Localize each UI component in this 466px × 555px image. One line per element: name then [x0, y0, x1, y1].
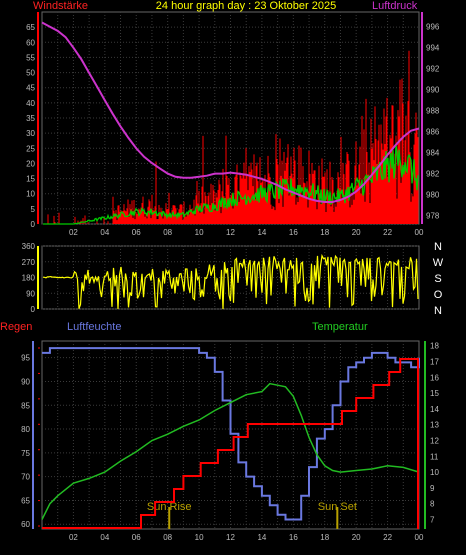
y-right-tick-label: 12 [430, 437, 439, 446]
rain-label: Regen [0, 321, 32, 333]
x-tick-label: 18 [320, 228, 329, 237]
compass-label: N [434, 241, 442, 253]
humidity-label: Luftfeuchte [67, 321, 121, 333]
x-tick-label: 00 [415, 533, 424, 542]
x-tick-label: 04 [100, 533, 109, 542]
y-right-tick-label: 978 [426, 212, 440, 221]
y-left-tick-label: 10 [26, 190, 35, 199]
y-right-tick-label: 17 [430, 358, 439, 367]
wind-average-line [43, 144, 419, 225]
x-tick-label: 16 [289, 533, 298, 542]
x-tick-label: 02 [69, 228, 78, 237]
wind-label: Windstärke [33, 0, 88, 12]
wind-pressure-panel: 02 04 06 08 10 12 14 16 18 20 22 000510152025303540… [26, 11, 440, 237]
y-left-tick-label: 85 [21, 401, 30, 410]
y-right-tick-label: 10 [430, 468, 439, 477]
direction-line [42, 253, 419, 310]
y-left-tick-label: 35 [26, 114, 35, 123]
temperature-line [41, 382, 420, 520]
x-tick-label: 04 [100, 228, 109, 237]
compass-label: S [434, 273, 441, 285]
y-right-tick-label: 16 [430, 373, 439, 382]
x-tick-label: 06 [132, 228, 141, 237]
y-left-tick-label: 50 [26, 69, 35, 78]
y-right-tick-label: 990 [426, 86, 440, 95]
compass-label: N [434, 305, 442, 317]
sun-marker-label: Sun Set [318, 501, 357, 513]
x-tick-label: 12 [226, 533, 235, 542]
y-right-tick-label: 18 [430, 342, 439, 351]
y-right-tick-label: 11 [430, 452, 439, 461]
x-tick-label: 20 [352, 533, 361, 542]
y-left-tick-label: 95 [21, 354, 30, 363]
y-right-tick-label: 982 [426, 170, 440, 179]
x-tick-label: 08 [163, 228, 172, 237]
chart-title: 24 hour graph day : 23 Oktober 2025 [156, 0, 336, 12]
y-left-tick-label: 60 [21, 520, 30, 529]
x-tick-label: 02 [69, 533, 78, 542]
y-left-tick-label: 30 [26, 129, 35, 138]
y-left-tick-label: 65 [26, 23, 35, 32]
compass-label: W [433, 257, 444, 269]
y-left-tick-label: 55 [26, 53, 35, 62]
x-tick-label: 00 [415, 228, 424, 237]
y-right-tick-label: 996 [426, 23, 440, 32]
rain-line [42, 358, 419, 529]
x-tick-label: 08 [163, 533, 172, 542]
x-tick-label: 20 [352, 228, 361, 237]
y-tick-label: 90 [26, 289, 35, 298]
y-tick-label: 180 [22, 274, 36, 283]
y-right-tick-label: 13 [430, 421, 439, 430]
y-left-tick-label: 5 [31, 205, 36, 214]
y-tick-label: 360 [22, 242, 36, 251]
y-right-tick-label: 14 [430, 405, 439, 414]
y-left-tick-label: 20 [26, 159, 35, 168]
sun-marker-label: Sun Rise [147, 501, 192, 513]
x-tick-label: 22 [383, 533, 392, 542]
y-right-tick-label: 986 [426, 128, 440, 137]
y-left-tick-label: 45 [26, 84, 35, 93]
x-tick-label: 12 [226, 228, 235, 237]
pressure-line [41, 21, 420, 203]
y-left-tick-label: 70 [21, 473, 30, 482]
y-right-tick-label: 992 [426, 65, 440, 74]
x-tick-label: 18 [320, 533, 329, 542]
x-tick-label: 14 [257, 228, 266, 237]
y-left-tick-label: 75 [21, 449, 30, 458]
y-left-tick-label: 80 [21, 425, 30, 434]
y-right-tick-label: 7 [430, 516, 435, 525]
compass-label: O [434, 289, 443, 301]
y-left-tick-label: 15 [26, 175, 35, 184]
temperature-label: Temperatur [312, 321, 368, 333]
humidity-line [42, 347, 420, 521]
x-tick-label: 22 [383, 228, 392, 237]
y-right-tick-label: 15 [430, 389, 439, 398]
y-right-tick-label: 980 [426, 191, 440, 200]
y-left-tick-label: 90 [21, 377, 30, 386]
y-left-tick-label: 60 [26, 38, 35, 47]
y-left-tick-label: 0 [31, 220, 36, 229]
y-tick-label: 0 [31, 305, 36, 314]
pressure-label: Luftdruck [372, 0, 418, 12]
y-right-tick-label: 8 [430, 500, 435, 509]
y-right-tick-label: 988 [426, 107, 440, 116]
x-tick-label: 06 [132, 533, 141, 542]
y-right-tick-label: 9 [430, 484, 435, 493]
y-left-tick-label: 65 [21, 496, 30, 505]
y-tick-label: 270 [22, 258, 36, 267]
rain-humidity-temp-panel: 02 04 06 08 10 12 14 16 18 20 22 00 60 65 70 75 80 85 90 95… [21, 340, 439, 542]
x-tick-label: 10 [195, 228, 204, 237]
y-left-tick-label: 40 [26, 99, 35, 108]
x-tick-label: 16 [289, 228, 298, 237]
y-left-tick-label: 25 [26, 144, 35, 153]
x-tick-label: 10 [195, 533, 204, 542]
x-tick-label: 14 [257, 533, 266, 542]
y-right-tick-label: 984 [426, 149, 440, 158]
y-right-tick-label: 994 [426, 44, 440, 53]
